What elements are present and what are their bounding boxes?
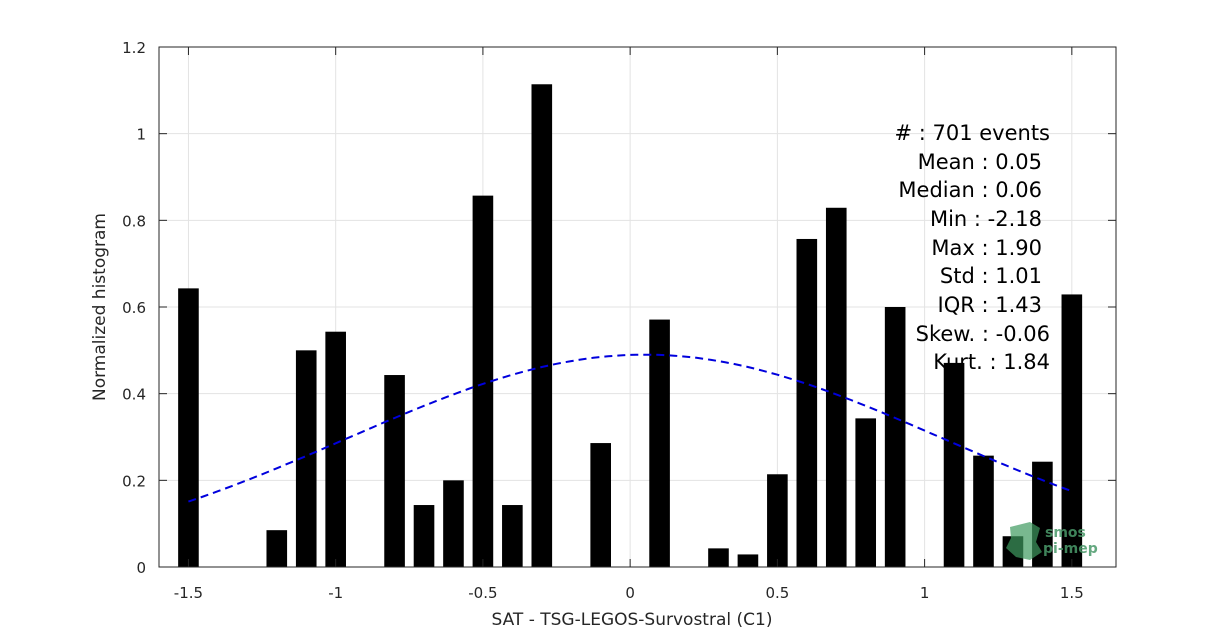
logo-text-top: smos (1045, 525, 1086, 541)
y-axis-label: Normalized histogram (90, 213, 110, 401)
histogram-bar (266, 530, 288, 567)
normal-fit-curve (188, 353, 1073, 503)
axis-ticks: -1.5 -1 -0.5 0 0.5 1 1.5 0 0.2 0.4 0.6 0.8 1 1.2 (122, 39, 1116, 602)
x-tick-label: 0 (625, 584, 635, 602)
stat-std: Std : 1.01 (940, 264, 1042, 288)
histogram-bar (443, 480, 464, 567)
histogram-bar (884, 307, 906, 567)
x-tick-label: -0.5 (468, 584, 497, 602)
bars (178, 84, 1083, 568)
stat-iqr: IQR : 1.43 (938, 293, 1043, 317)
x-tick-label: -1 (328, 584, 343, 602)
y-tick-label: 0.2 (122, 472, 146, 490)
logo-text-bottom: pi-mep (1043, 541, 1098, 557)
histogram-bar (413, 505, 435, 567)
stats-box: # : 701 events Mean : 0.05 Median : 0.06… (894, 121, 1050, 374)
smos-pimep-logo: smos pi-mep (1006, 522, 1098, 560)
x-tick-label: 0.5 (765, 584, 789, 602)
histogram-bar (325, 331, 346, 567)
histogram-bar (295, 350, 317, 567)
x-tick-label: 1.5 (1060, 584, 1084, 602)
x-tick-label: -1.5 (174, 584, 203, 602)
histogram-bar (649, 319, 670, 567)
histogram-bar (590, 443, 611, 567)
histogram-bar (767, 474, 788, 567)
y-tick-label: 0 (136, 559, 146, 577)
histogram-bar (708, 548, 729, 567)
histogram-bar (973, 455, 994, 567)
stat-events: # : 701 events (894, 121, 1050, 145)
histogram-bar (796, 238, 818, 567)
y-tick-label: 0.6 (122, 299, 146, 317)
histogram-bar (384, 375, 405, 567)
histogram-bar (178, 288, 199, 567)
y-tick-label: 1 (136, 126, 146, 144)
stat-median: Median : 0.06 (898, 178, 1042, 202)
stat-min: Min : -2.18 (930, 207, 1042, 231)
histogram-bar (531, 84, 553, 568)
histogram-bar (1032, 461, 1053, 567)
x-tick-label: 1 (920, 584, 930, 602)
histogram-bar (737, 554, 759, 567)
histogram-bar (855, 418, 877, 567)
x-axis-label: SAT - TSG-LEGOS-Survostral (C1) (492, 610, 773, 630)
histogram-bar (825, 207, 847, 567)
y-tick-label: 0.4 (122, 386, 146, 404)
y-tick-label: 0.8 (122, 212, 146, 230)
histogram-bar (943, 362, 965, 567)
stat-skew: Skew. : -0.06 (916, 322, 1050, 346)
y-tick-label: 1.2 (122, 39, 146, 57)
stat-kurt: Kurt. : 1.84 (933, 350, 1050, 374)
histogram-bar (1061, 294, 1083, 567)
stat-mean: Mean : 0.05 (918, 150, 1042, 174)
stat-max: Max : 1.90 (931, 236, 1042, 260)
histogram-bar (502, 505, 523, 567)
histogram-bar (472, 195, 494, 567)
logo-map-icon (1006, 522, 1042, 560)
